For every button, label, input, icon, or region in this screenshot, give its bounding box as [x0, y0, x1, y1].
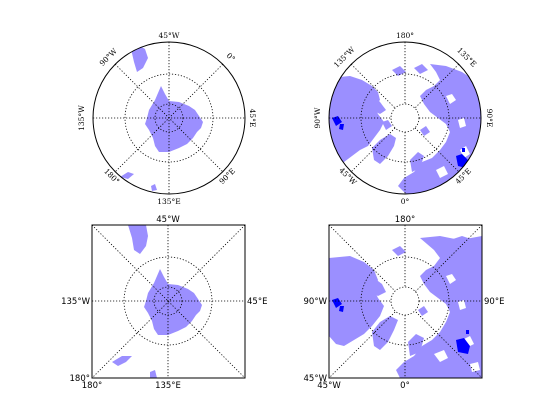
graticule [93, 42, 245, 194]
interior-white-spots [436, 94, 470, 178]
label-left: 90°W [313, 107, 322, 128]
island-small [150, 370, 157, 378]
new-zealand-landmass [112, 356, 132, 366]
label-top-right: 0° [225, 51, 238, 64]
label-top-left: 135°W [332, 45, 357, 70]
arctic-island-ne [414, 64, 428, 74]
label-bottom-left: 45°W [337, 166, 358, 187]
label-bottom: 0° [401, 197, 410, 206]
canadian-islands [366, 96, 386, 114]
label-top: 45°W [156, 215, 180, 225]
greenland-landmass [372, 316, 398, 350]
map-frame [91, 224, 246, 379]
north-america-landmass [329, 76, 384, 162]
graticule [91, 224, 246, 379]
label-bottom-right: 90°E [217, 166, 237, 186]
graticule [329, 42, 481, 194]
land-layer [112, 225, 202, 378]
label-bottom: 135°E [157, 197, 181, 206]
south-america-landmass [128, 225, 148, 254]
label-right: 90°E [485, 109, 494, 128]
label-top: 180° [396, 31, 414, 40]
lakes [332, 298, 470, 354]
land-layer [120, 45, 203, 191]
label-top: 180° [395, 215, 415, 225]
panel-north-round: 180° 0° 90°W 90°E 135°W 135°E 45°W 45°E [313, 31, 494, 206]
scandinavia-landmass [410, 152, 424, 172]
new-zealand-landmass [120, 172, 134, 179]
panel-north-square: 180° 0° 90°W 90°E 45°W 45°W [304, 215, 505, 391]
svalbard-island [418, 306, 428, 316]
great-lakes [332, 116, 342, 126]
label-right: 90°E [484, 297, 504, 307]
meridian-labels: 180° 0° 90°W 90°E 45°W 45°W [304, 215, 505, 391]
map-boundary [92, 41, 246, 195]
svalbard-island [420, 126, 430, 136]
antarctica-landmass [145, 86, 203, 152]
south-america-landmass [131, 45, 148, 72]
label-bottom: 135°E [155, 381, 181, 391]
label-corner-bottom: 45°W [317, 381, 341, 391]
meridian-labels: 45°W 135°E 135°W 45°E 180° 180° [61, 215, 267, 391]
label-left: 135°W [61, 297, 90, 307]
label-corner-left: 45°W [304, 374, 328, 384]
panel-south-round: 45°W 135°E 135°W 45°E 90°W 0° 180° 90°E [77, 31, 257, 206]
island-small [151, 184, 157, 191]
scandinavia-landmass [408, 334, 424, 356]
arctic-island-north [392, 66, 406, 76]
label-bottom-left: 180° [102, 167, 121, 186]
land-layer [329, 64, 481, 194]
label-top-right: 135°E [455, 46, 478, 69]
antarctica-landmass [144, 269, 202, 335]
label-left: 135°W [77, 105, 86, 131]
arctic-island-ne [450, 236, 474, 246]
panel-south-square: 45°W 135°E 135°W 45°E 180° 180° [61, 215, 267, 391]
label-top: 45°W [158, 31, 179, 40]
label-bottom: 0° [400, 381, 410, 391]
map-boundary [328, 41, 482, 195]
interior-white-spots [434, 274, 480, 372]
label-right: 45°E [247, 297, 267, 307]
arctic-island-north [392, 246, 406, 256]
label-corner-left: 180° [70, 374, 90, 384]
canadian-islands [366, 278, 386, 296]
greenland-landmass [372, 134, 396, 164]
label-corner-bottom: 180° [82, 381, 102, 391]
canadian-islands-2 [382, 120, 392, 130]
label-left: 90°W [304, 297, 328, 307]
map-frame [328, 224, 483, 379]
label-right: 45°E [248, 109, 257, 128]
graticule [328, 224, 483, 379]
land-layer [329, 236, 482, 378]
caspian-lake [456, 338, 470, 354]
great-lakes [332, 298, 342, 308]
